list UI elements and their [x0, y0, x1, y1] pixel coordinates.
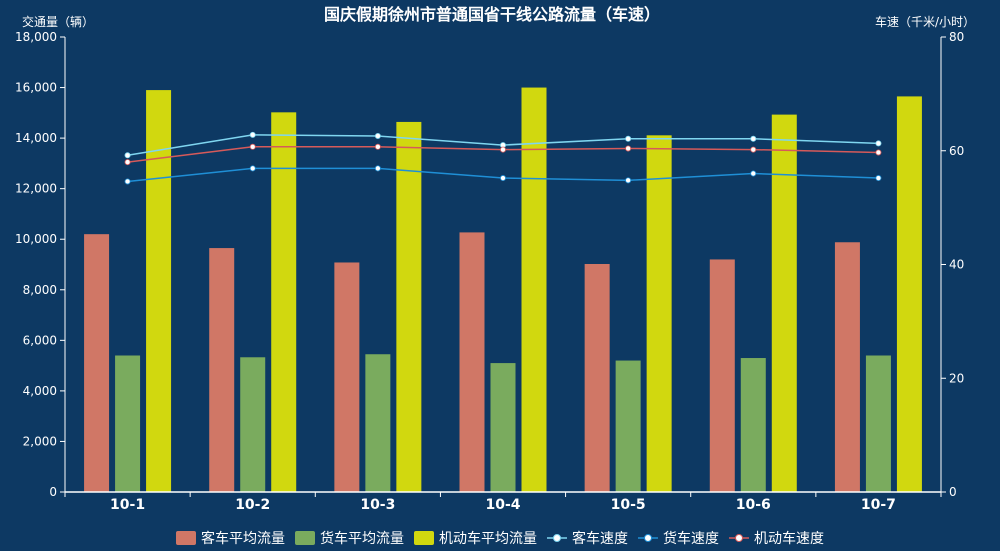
bar-3	[521, 87, 547, 493]
line-point-2	[625, 177, 632, 184]
axes-layer: 0 2,000 4,000 6,000 8,000 10,000 12,000 14,000 1…	[15, 30, 964, 513]
right-tick-label: 0	[949, 485, 957, 499]
x-tick-label: 10-2	[235, 497, 270, 513]
line-point-3	[750, 146, 757, 153]
bars-layer	[84, 87, 922, 493]
legend-marker-6	[735, 534, 743, 542]
left-tick-label: 6,000	[23, 333, 57, 347]
right-tick-label: 40	[949, 258, 964, 272]
legend-label-4: 客车速度	[572, 530, 628, 547]
left-tick-label: 12,000	[15, 182, 57, 196]
bar-3	[646, 135, 672, 492]
line-point-3	[374, 143, 381, 150]
bar-3	[896, 96, 922, 493]
right-tick-label: 20	[949, 371, 964, 385]
lines-layer	[124, 131, 882, 185]
bar-2	[865, 355, 891, 492]
x-tick-label: 10-6	[736, 497, 771, 513]
left-tick-label: 18,000	[15, 30, 57, 44]
line-point-2	[374, 165, 381, 172]
line-point-3	[124, 159, 131, 166]
bar-1	[459, 232, 485, 492]
left-tick-label: 14,000	[15, 131, 57, 145]
legend-label-1: 客车平均流量	[201, 530, 285, 547]
left-tick-label: 2,000	[23, 434, 57, 448]
line-point-1	[249, 131, 256, 138]
left-tick-label: 4,000	[23, 384, 57, 398]
bar-1	[709, 259, 735, 492]
bar-3	[771, 114, 797, 492]
x-tick-label: 10-1	[110, 497, 145, 513]
legend-label-6: 机动车速度	[754, 530, 824, 547]
line-point-2	[875, 175, 882, 182]
legend-marker-5	[644, 534, 652, 542]
line-point-2	[499, 175, 506, 182]
chart-title: 国庆假期徐州市普通国省干线公路流量（车速）	[324, 5, 660, 24]
x-tick-label: 10-5	[611, 497, 646, 513]
line-point-1	[625, 135, 632, 142]
line-point-3	[499, 146, 506, 153]
line-point-2	[249, 165, 256, 172]
bar-2	[740, 358, 766, 492]
bar-2	[365, 354, 391, 492]
bar-1	[84, 234, 110, 492]
legend-marker-4	[553, 534, 561, 542]
left-axis-title: 交通量（辆）	[22, 14, 94, 29]
legend-label-3: 机动车平均流量	[439, 530, 537, 547]
x-tick-label: 10-3	[360, 497, 395, 513]
bar-2	[490, 363, 516, 492]
line-point-3	[249, 143, 256, 150]
line-point-1	[875, 140, 882, 147]
line-point-1	[750, 135, 757, 142]
left-tick-label: 8,000	[23, 283, 57, 297]
legend-swatch-3	[414, 531, 434, 545]
x-tick-label: 10-4	[485, 497, 520, 513]
right-axis-title: 车速（千米/小时）	[875, 14, 975, 29]
bar-1	[209, 248, 235, 492]
right-tick-label: 60	[949, 144, 964, 158]
x-tick-label: 10-7	[861, 497, 896, 513]
bar-1	[584, 263, 610, 492]
bar-2	[115, 355, 141, 492]
left-tick-label: 0	[49, 485, 57, 499]
right-tick-label: 80	[949, 30, 964, 44]
legend-swatch-2	[295, 531, 315, 545]
legend-swatch-1	[176, 531, 196, 545]
line-point-2	[124, 178, 131, 185]
line-point-3	[625, 145, 632, 152]
line-point-3	[875, 149, 882, 156]
bar-3	[271, 112, 297, 493]
bar-2	[240, 357, 266, 492]
legend-label-2: 货车平均流量	[320, 530, 404, 547]
bar-2	[615, 360, 641, 492]
bar-1	[834, 242, 860, 492]
legend: 客车平均流量 货车平均流量 机动车平均流量 客车速度 货车速度 机动车速度	[176, 530, 824, 547]
bar-3	[396, 121, 422, 492]
legend-label-5: 货车速度	[663, 530, 719, 547]
bar-1	[334, 262, 360, 492]
line-point-1	[124, 152, 131, 159]
left-tick-label: 16,000	[15, 81, 57, 95]
line-point-1	[374, 132, 381, 139]
left-tick-label: 10,000	[15, 232, 57, 246]
line-point-2	[750, 170, 757, 177]
